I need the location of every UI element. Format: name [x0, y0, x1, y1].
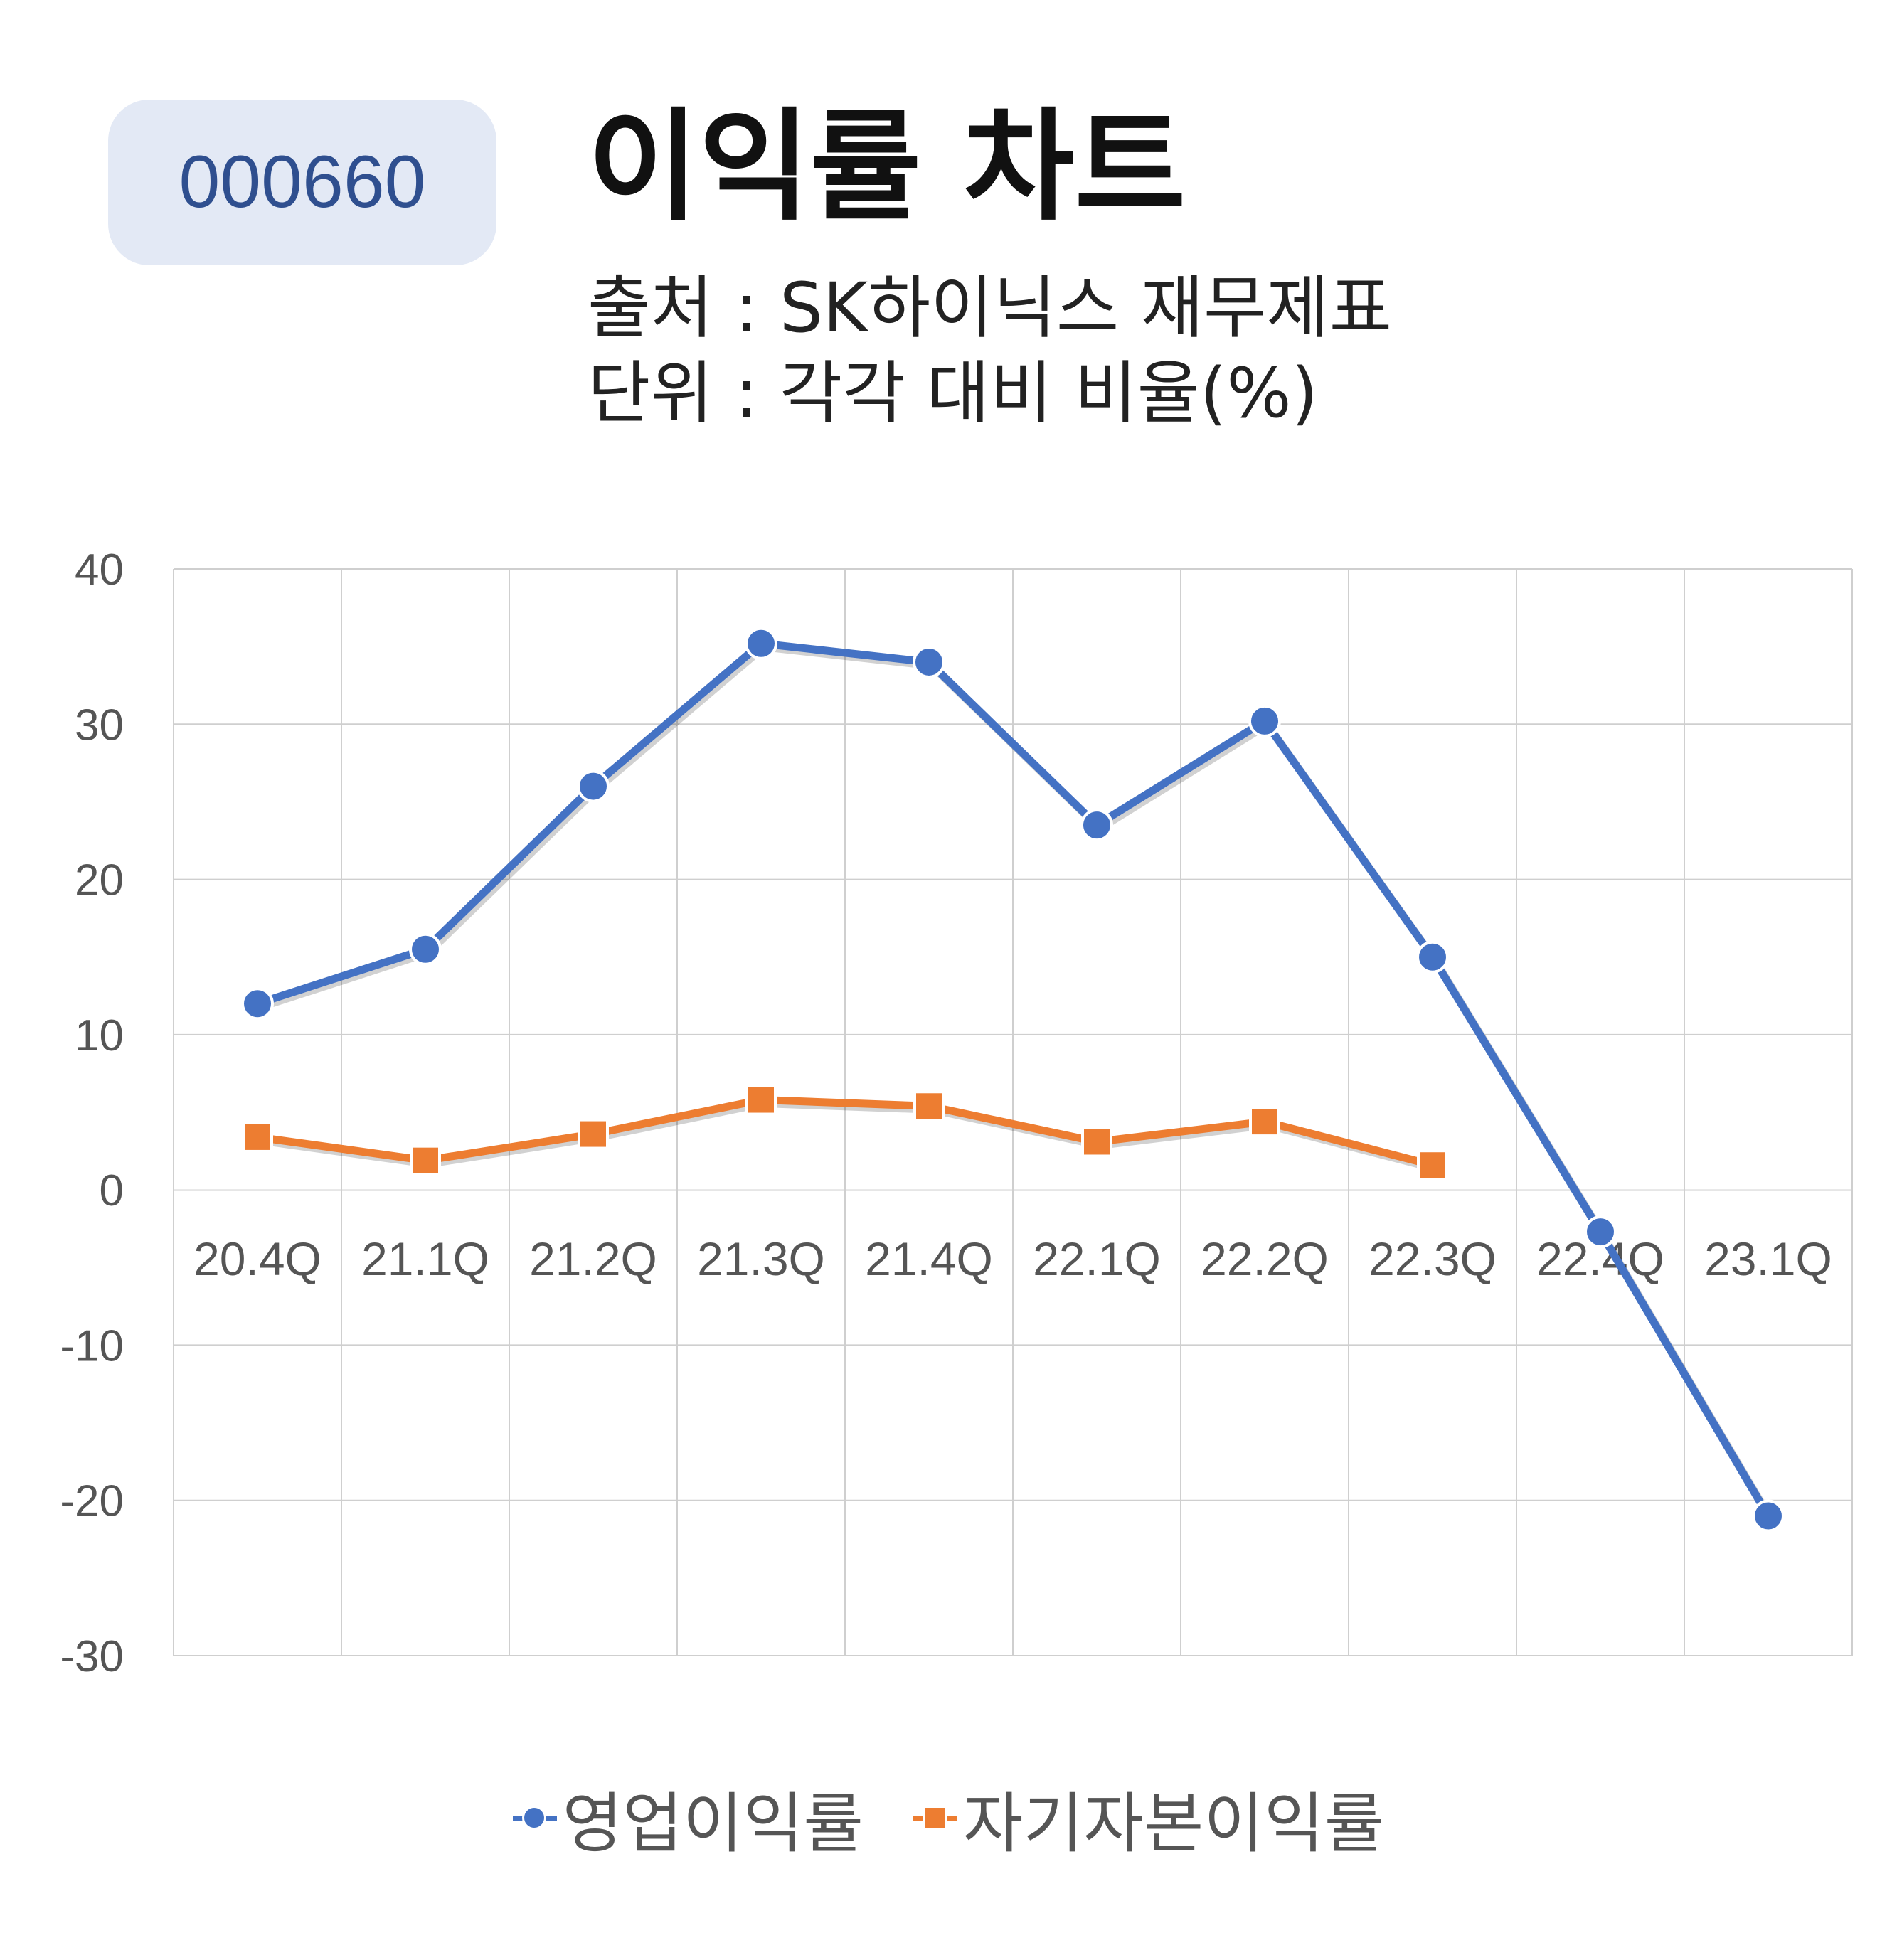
source-note: 출처 : SK하이닉스 재무제표 — [588, 268, 1392, 348]
y-tick-label: 0 — [100, 1166, 124, 1215]
x-tick-label: 22.3Q — [1369, 1232, 1497, 1285]
data-point — [577, 769, 610, 803]
data-point — [745, 627, 777, 660]
data-point — [241, 987, 274, 1021]
series-line — [257, 1096, 1434, 1169]
data-point — [409, 932, 442, 966]
data-point — [1081, 1126, 1112, 1158]
y-tick-label: -30 — [60, 1632, 124, 1681]
y-tick-label: -20 — [60, 1477, 124, 1526]
grid — [173, 568, 1853, 1656]
series — [241, 627, 1785, 1533]
x-tick-label: 21.2Q — [529, 1232, 657, 1285]
x-tick-label: 21.3Q — [697, 1232, 825, 1285]
ticker-badge: 000660 — [108, 100, 496, 265]
data-point — [745, 1084, 777, 1116]
x-tick-label: 22.2Q — [1201, 1232, 1329, 1285]
ticker-code: 000660 — [179, 141, 426, 223]
y-tick-label: 30 — [75, 701, 124, 750]
y-tick-label: 40 — [75, 545, 124, 595]
x-tick-label: 21.1Q — [361, 1232, 489, 1285]
data-point — [1416, 940, 1449, 974]
data-point — [578, 1118, 609, 1150]
chart-title: 이익률 차트 — [588, 97, 1186, 238]
legend-item-operating-margin: 영업이익률 — [512, 1771, 864, 1865]
data-point — [913, 1090, 945, 1122]
data-point — [1248, 704, 1281, 737]
series-line — [256, 639, 1772, 1518]
data-point — [913, 645, 945, 678]
y-tick-label: 20 — [75, 856, 124, 905]
data-point — [1584, 1215, 1617, 1249]
square-marker-icon — [913, 1804, 957, 1833]
data-point — [1752, 1499, 1785, 1533]
x-tick-label: 23.1Q — [1704, 1232, 1832, 1285]
data-point — [1080, 809, 1113, 842]
x-tick-label: 22.1Q — [1033, 1232, 1161, 1285]
y-tick-label: 10 — [75, 1011, 124, 1060]
unit-note: 단위 : 각각 대비 비율(%) — [588, 353, 1319, 433]
data-point — [242, 1121, 273, 1153]
legend-label: 자기자본이익률 — [962, 1786, 1385, 1862]
circle-marker-icon — [512, 1804, 557, 1833]
x-tick-label: 21.4Q — [865, 1232, 993, 1285]
data-point — [1249, 1106, 1280, 1138]
data-point — [410, 1144, 441, 1176]
x-tick-label: 20.4Q — [193, 1232, 322, 1285]
y-tick-label: -10 — [60, 1321, 124, 1370]
legend-label: 영업이익률 — [562, 1786, 864, 1862]
x-axis-labels: 20.4Q 21.1Q 21.2Q 21.3Q 21.4Q 22.1Q 22.2Q 22.3Q… — [193, 1232, 1832, 1285]
legend-item-roe: 자기자본이익률 — [913, 1771, 1384, 1865]
y-axis-ticks: 40 30 20 10 0 -10 -20 -30 — [60, 545, 124, 1681]
data-point — [1417, 1149, 1448, 1181]
series-line-shadow — [259, 643, 1775, 1522]
legend: 영업이익률 자기자본이익률 — [0, 1771, 1897, 1865]
